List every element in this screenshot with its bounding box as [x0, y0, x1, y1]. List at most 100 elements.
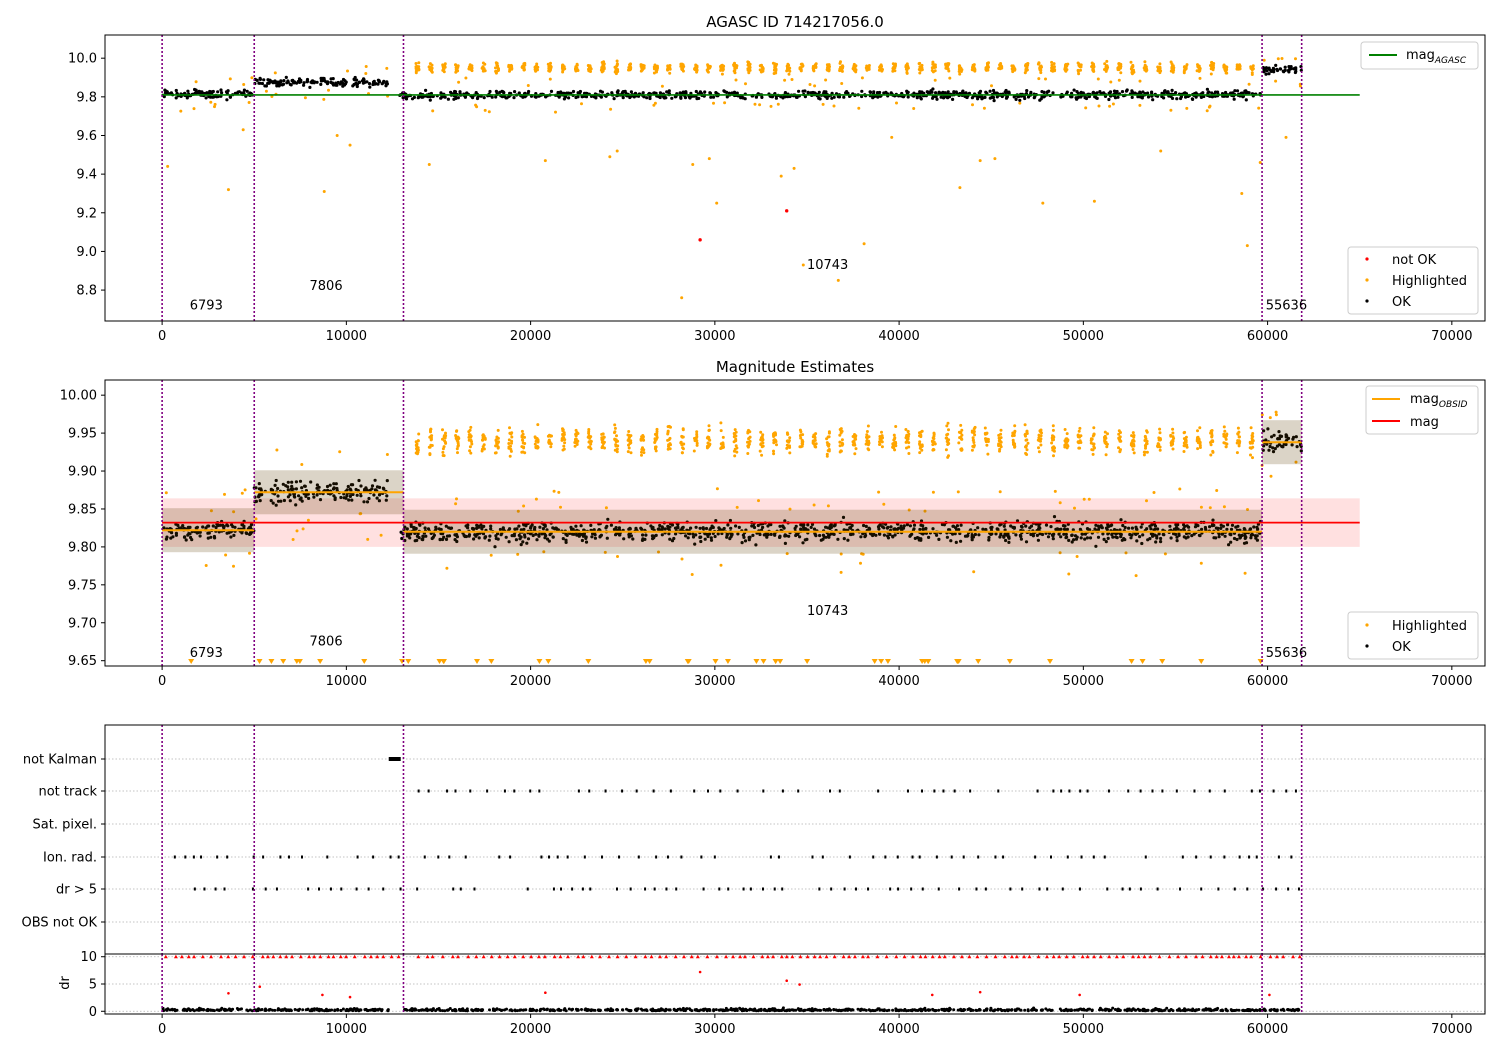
highlighted-point	[769, 104, 773, 108]
highlighted-point	[1013, 67, 1017, 71]
ok-point	[1095, 96, 1099, 100]
highlighted-point	[1109, 80, 1113, 84]
flag-mark	[655, 855, 658, 859]
ok-point	[248, 91, 252, 95]
ok-point	[286, 480, 290, 484]
ok-point	[331, 487, 336, 491]
ok-point	[377, 485, 382, 489]
flag-mark	[548, 855, 551, 859]
highlighted-point	[243, 488, 247, 492]
highlighted-point	[880, 430, 883, 434]
highlighted-point	[1051, 428, 1055, 432]
ok-point	[1179, 96, 1183, 101]
highlighted-point	[416, 439, 420, 443]
ok-point	[1025, 89, 1029, 93]
ok-point	[271, 501, 275, 505]
ok-point	[571, 89, 576, 94]
highlighted-point	[946, 443, 950, 446]
ok-point	[1265, 69, 1269, 73]
highlighted-point	[600, 432, 604, 436]
ok-point	[209, 535, 213, 539]
highlighted-point	[999, 445, 1003, 449]
highlighted-point	[1058, 501, 1062, 505]
highlighted-point	[757, 499, 760, 503]
highlighted-point	[1024, 438, 1028, 442]
highlighted-point	[907, 432, 911, 436]
ok-point	[463, 95, 467, 99]
ok-point	[420, 95, 424, 99]
highlighted-point	[746, 452, 750, 455]
highlighted-point	[1250, 434, 1254, 438]
highlighted-point	[787, 439, 791, 443]
highlighted-point	[877, 490, 881, 494]
ok-point	[1095, 91, 1099, 95]
highlighted-point	[1144, 68, 1148, 72]
highlighted-point	[840, 438, 844, 442]
flag-mark	[1144, 855, 1147, 859]
highlighted-point	[814, 445, 818, 449]
ok-point	[1283, 68, 1287, 72]
highlighted-point	[839, 60, 842, 64]
highlighted-point	[609, 107, 613, 111]
highlighted-point	[1158, 65, 1162, 69]
highlighted-point	[958, 66, 962, 70]
highlighted-point	[918, 451, 922, 455]
ok-point	[225, 91, 229, 95]
highlighted-point	[455, 429, 459, 433]
ok-point	[368, 85, 372, 89]
highlighted-point	[508, 69, 511, 73]
ok-point	[274, 478, 278, 483]
highlighted-point	[441, 428, 444, 432]
ok-point	[632, 95, 636, 99]
highlighted-point	[603, 446, 606, 450]
ok-point	[1241, 95, 1245, 99]
highlighted-point	[429, 428, 432, 432]
highlighted-point	[1144, 444, 1148, 448]
highlighted-point	[907, 445, 911, 449]
highlighted-point	[615, 63, 619, 67]
highlighted-outlier-2	[241, 128, 245, 132]
highlighted-point	[1225, 71, 1229, 75]
highlighted-point	[1169, 60, 1173, 64]
x-tick-label-0-5: 50000	[1063, 329, 1104, 344]
highlighted-point	[601, 63, 605, 67]
highlighted-point	[242, 83, 246, 86]
ok-point	[1042, 95, 1046, 99]
highlighted-point	[602, 435, 606, 439]
highlighted-point	[1251, 445, 1255, 449]
ok-point	[502, 91, 506, 95]
flag-mark	[588, 789, 591, 793]
ok-point	[694, 89, 698, 94]
highlighted-point	[429, 437, 433, 441]
highlighted-point	[1262, 58, 1266, 62]
highlighted-point	[1076, 440, 1080, 444]
highlighted-point	[496, 67, 500, 70]
highlighted-point	[706, 69, 710, 73]
highlighted-point	[496, 436, 500, 440]
ok-point	[184, 538, 188, 542]
highlighted-point	[508, 426, 511, 430]
ok-point	[372, 79, 376, 83]
panel-agasc: AGASC ID 714217056.0 679378061074355636 …	[68, 13, 1486, 344]
highlighted-point	[970, 448, 974, 452]
highlighted-point	[521, 438, 524, 442]
ok-point	[219, 88, 223, 92]
highlighted-outlier-22	[993, 157, 997, 161]
highlighted-point	[1145, 442, 1149, 446]
highlighted-point	[615, 69, 619, 73]
highlighted-point	[761, 444, 765, 448]
highlighted-point	[998, 490, 1002, 494]
highlighted-point	[1184, 65, 1188, 69]
highlighted-point	[801, 433, 805, 437]
highlighted-point	[680, 451, 684, 455]
highlighted-point	[838, 433, 842, 437]
highlighted-point	[878, 442, 882, 446]
highlighted-point	[1132, 451, 1136, 455]
y-tick-label-0-1: 9.0	[76, 245, 97, 260]
highlighted-point	[907, 452, 911, 455]
highlighted-point	[1119, 62, 1123, 66]
flag-mark	[583, 855, 586, 859]
highlighted-point	[772, 72, 776, 75]
highlighted-point	[455, 67, 459, 71]
ok-point	[363, 80, 367, 84]
